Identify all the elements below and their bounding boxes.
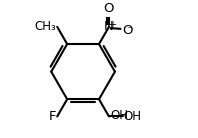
Text: CH₃: CH₃	[34, 20, 56, 33]
Text: N: N	[104, 20, 114, 33]
Text: O: O	[122, 24, 133, 37]
Text: +: +	[108, 20, 116, 30]
Text: F: F	[49, 110, 56, 123]
Text: OH: OH	[124, 110, 142, 123]
Text: O: O	[104, 2, 114, 15]
Text: OH: OH	[110, 109, 129, 122]
Text: ⁻: ⁻	[126, 26, 132, 36]
